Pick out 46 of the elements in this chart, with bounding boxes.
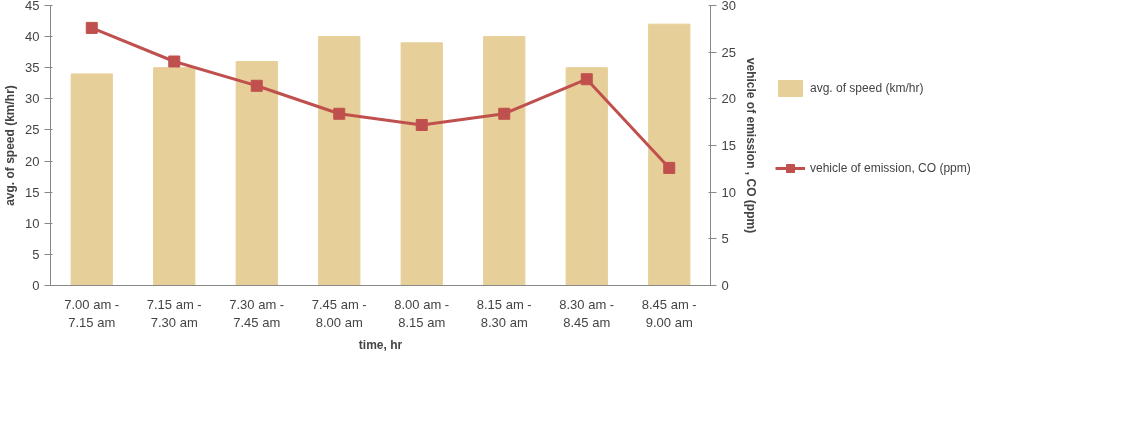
bar: [483, 36, 526, 286]
bar: [70, 73, 113, 286]
x-tick-label: 8.00 am - 8.15 am: [394, 296, 450, 330]
x-tick-label: 7.15 am - 7.30 am: [146, 296, 202, 330]
point: [498, 107, 511, 120]
point: [85, 21, 98, 34]
y2-axis-title: vehicle of emission , CO (ppm): [743, 57, 758, 234]
y2-tick-label: 10: [721, 184, 736, 200]
x-tick-label: 8.15 am - 8.30 am: [476, 296, 532, 330]
x-tick-label: 7.45 am - 8.00 am: [311, 296, 367, 330]
y-axis-title: avg. of speed (km/hr): [3, 85, 18, 206]
x-tick-label: 7.30 am - 7.45 am: [229, 296, 285, 330]
y-tick-label: 10: [25, 215, 40, 231]
x-tick-label: 7.00 am - 7.15 am: [64, 296, 120, 330]
x-tick-label: 8.45 am - 9.00 am: [641, 296, 697, 330]
x-axis-title: time, hr: [358, 337, 403, 352]
y-tick-label: 30: [25, 91, 40, 107]
y-tick-label: 25: [25, 122, 40, 138]
y-tick-label: 5: [32, 246, 40, 262]
bar: [153, 67, 196, 286]
y2-tick-label: 20: [721, 91, 736, 107]
y2-tick-label: 5: [721, 231, 729, 247]
bar: [565, 67, 608, 286]
bar: [318, 36, 361, 286]
y2-tick-label: 25: [721, 44, 736, 60]
y-tick-label: 20: [25, 153, 40, 169]
point: [168, 55, 181, 68]
point: [663, 161, 676, 174]
bar: [235, 61, 278, 286]
point: [415, 118, 428, 131]
point: [333, 107, 346, 120]
y-tick-label: 15: [25, 184, 40, 200]
point: [250, 79, 263, 92]
y-tick-label: 0: [32, 278, 40, 293]
legend-label: vehicle of emission, CO (ppm): [810, 161, 971, 175]
point: [580, 73, 593, 86]
bar: [648, 23, 691, 286]
bar: [400, 42, 443, 286]
y-tick-label: 35: [25, 60, 40, 76]
y-tick-label: 45: [25, 0, 40, 13]
legend-label: avg. of speed (km/hr): [810, 81, 924, 95]
y-tick-label: 40: [25, 29, 40, 45]
y2-tick-label: 30: [721, 0, 736, 13]
x-tick-label: 8.30 am - 8.45 am: [559, 296, 615, 330]
y2-tick-label: 0: [721, 278, 729, 293]
y2-tick-label: 15: [721, 138, 736, 153]
